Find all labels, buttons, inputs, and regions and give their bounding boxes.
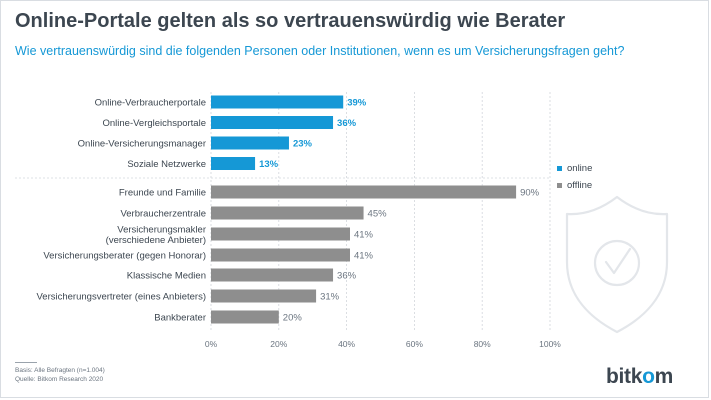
bar-offline (211, 268, 334, 282)
logo-text-accent: o (642, 365, 655, 388)
legend-label-offline: offline (567, 180, 592, 191)
value-label: 36% (337, 118, 357, 129)
category-label: Versicherungsberater (gegen Honorar) (43, 251, 206, 262)
logo-text-main: bitk (606, 365, 643, 388)
bar-offline (211, 310, 279, 324)
bar-offline (211, 206, 364, 220)
x-tick-label: 40% (338, 339, 355, 349)
bar-offline (211, 248, 350, 262)
legend-label-online: online (567, 163, 592, 174)
chart-subtitle: Wie vertrauenswürdig sind die folgenden … (15, 44, 625, 58)
value-label: 41% (354, 251, 374, 262)
category-label: Klassische Medien (127, 271, 206, 282)
category-label: (verschiedene Anbieter) (106, 235, 206, 246)
category-label: Soziale Netzwerke (127, 159, 206, 170)
value-label: 13% (259, 159, 279, 170)
footnote-divider (15, 362, 37, 363)
legend-swatch-online (557, 166, 562, 171)
footnote-basis: Basis: Alle Befragten (n=1.004) (15, 367, 105, 374)
value-label: 31% (320, 292, 340, 303)
bar-offline (211, 289, 317, 303)
legend-swatch-offline (557, 183, 562, 188)
shield-check-icon (565, 195, 669, 334)
bar-online (211, 136, 289, 150)
x-tick-label: 80% (474, 339, 491, 349)
category-label: Online-Verbraucherportale (95, 98, 206, 109)
value-label: 45% (368, 209, 388, 220)
bar-online (211, 116, 334, 129)
category-label: Versicherungsmakler (117, 224, 206, 235)
value-label: 36% (337, 271, 357, 282)
category-label: Freunde und Familie (119, 188, 206, 199)
bitkom-logo: bitkom (606, 365, 673, 389)
bar-offline (211, 185, 517, 199)
category-label: Online-Versicherungsmanager (78, 139, 206, 150)
logo-text-end: m (654, 365, 674, 388)
footnote-source: Quelle: Bitkom Research 2020 (15, 376, 104, 383)
value-label: 41% (354, 230, 374, 241)
value-label: 39% (347, 98, 367, 109)
x-tick-label: 0% (205, 339, 218, 349)
category-label: Online-Vergleichsportale (102, 118, 206, 129)
chart-title: Online-Portale gelten als so vertrauensw… (15, 10, 566, 32)
value-label: 20% (283, 313, 303, 324)
category-label: Bankberater (154, 313, 206, 324)
bar-online (211, 95, 344, 109)
category-label: Versicherungsvertreter (eines Anbieters) (37, 292, 207, 303)
bar-online (211, 157, 256, 170)
x-tick-label: 20% (270, 339, 287, 349)
x-tick-label: 100% (539, 339, 561, 349)
value-label: 23% (293, 139, 313, 150)
x-tick-label: 60% (406, 339, 423, 349)
bar-offline (211, 227, 350, 241)
category-label: Verbraucherzentrale (120, 209, 206, 220)
value-label: 90% (520, 188, 540, 199)
